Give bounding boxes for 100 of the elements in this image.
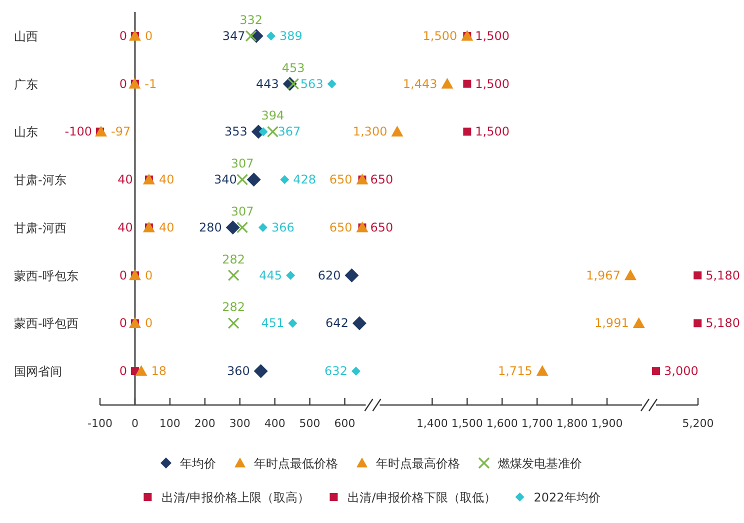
point <box>351 366 360 376</box>
data-label: 642 <box>326 316 348 330</box>
data-label: 0 <box>144 316 153 330</box>
x-tick-label: 1,800 <box>556 417 588 430</box>
data-label: 367 <box>278 124 301 139</box>
data-label: 443 <box>256 76 279 91</box>
y-tick-label: 蒙西-呼包西 <box>14 316 78 331</box>
data-label: 563 <box>300 76 324 91</box>
point <box>288 78 300 90</box>
legend-label: 2022年均价 <box>534 490 600 504</box>
point <box>624 269 636 280</box>
data-label: 347 <box>222 28 246 43</box>
point <box>280 175 290 184</box>
data-label: 620 <box>318 268 341 282</box>
data-label: 40 <box>118 172 133 187</box>
data-label: 445 <box>259 268 282 282</box>
data-label: -100 <box>64 124 92 139</box>
data-label: 340 <box>214 172 237 187</box>
x-tick-label: 200 <box>194 417 216 430</box>
point <box>536 365 548 376</box>
point <box>228 270 240 282</box>
x-tick-label: 1,900 <box>591 417 623 430</box>
legend-label: 年均价 <box>180 456 216 470</box>
point <box>327 79 336 88</box>
data-label: 650 <box>329 220 352 234</box>
data-label: 650 <box>370 220 394 234</box>
point <box>632 317 645 328</box>
data-label: 18 <box>151 364 167 378</box>
point <box>266 31 276 40</box>
data-label: 0 <box>119 316 127 330</box>
legend-label: 燃煤发电基准价 <box>498 456 582 470</box>
data-label: 428 <box>293 172 316 187</box>
x-tick-label: 400 <box>264 417 286 430</box>
data-label: 451 <box>261 316 284 330</box>
x-tick-label: 100 <box>159 417 180 430</box>
data-label: 282 <box>222 252 246 266</box>
data-label: 394 <box>261 108 284 123</box>
data-label: 1,300 <box>352 124 388 139</box>
data-label: 307 <box>230 156 254 171</box>
x-tick-label: 500 <box>299 417 320 430</box>
point <box>288 318 298 328</box>
point <box>236 222 248 234</box>
data-label: 1,967 <box>586 268 620 282</box>
data-label: 1,443 <box>402 76 438 91</box>
point <box>135 365 148 376</box>
point <box>228 317 240 329</box>
data-label: 0 <box>144 28 153 43</box>
data-label: 280 <box>198 220 222 234</box>
point <box>352 316 366 330</box>
data-label: 0 <box>119 268 127 282</box>
point <box>245 30 257 42</box>
point <box>254 364 268 378</box>
data-label: 360 <box>226 364 250 378</box>
data-label: 0 <box>144 268 153 282</box>
text: 5,200 <box>682 417 714 430</box>
legend-label: 出清/申报价格下限（取低） <box>348 490 496 504</box>
point <box>236 174 248 186</box>
data-label: 1,500 <box>475 28 510 43</box>
data-label: 632 <box>324 364 348 378</box>
data-label: 5,180 <box>706 316 740 330</box>
data-label: -1 <box>144 76 157 91</box>
data-label: 650 <box>370 172 394 187</box>
y-tick-label: 广东 <box>14 77 38 92</box>
data-label: 353 <box>224 124 248 139</box>
point <box>226 220 240 234</box>
data-label: 5,180 <box>706 268 740 282</box>
data-label: 1,991 <box>594 316 629 330</box>
point <box>95 126 108 136</box>
data-label: 650 <box>329 172 352 187</box>
point <box>246 172 261 187</box>
data-label: 307 <box>230 204 254 218</box>
point <box>258 222 268 232</box>
x-tick-label: 1,600 <box>486 417 518 430</box>
point <box>391 126 404 136</box>
data-label: 282 <box>222 300 246 314</box>
x-tick-label: -100 <box>88 417 112 430</box>
y-tick-label: 甘肃-河东 <box>14 173 66 188</box>
point <box>463 128 472 136</box>
point <box>286 270 296 280</box>
x-tick-label: 0 <box>131 417 138 430</box>
x-tick-label: 300 <box>229 417 250 430</box>
legend-label: 年时点最低价格 <box>254 456 338 470</box>
data-label: 1,500 <box>475 124 510 139</box>
data-label: 40 <box>158 172 174 187</box>
data-label: 3,000 <box>664 364 698 378</box>
x-tick-label: 1,500 <box>451 417 483 430</box>
y-tick-label: 山西 <box>14 29 38 44</box>
data-label: 40 <box>158 220 174 234</box>
data-label: 453 <box>282 60 305 75</box>
point <box>266 126 279 138</box>
x-tick-label: 1,400 <box>416 417 448 430</box>
y-tick-label: 山东 <box>14 125 38 140</box>
data-label: 332 <box>240 12 263 27</box>
data-label: 366 <box>271 220 294 234</box>
point <box>463 80 472 88</box>
data-label: -97 <box>111 124 131 139</box>
x-tick-label: 1,700 <box>521 417 553 430</box>
data-label: 1,500 <box>422 28 458 43</box>
point <box>344 268 359 282</box>
y-tick-label: 甘肃-河西 <box>14 220 66 235</box>
